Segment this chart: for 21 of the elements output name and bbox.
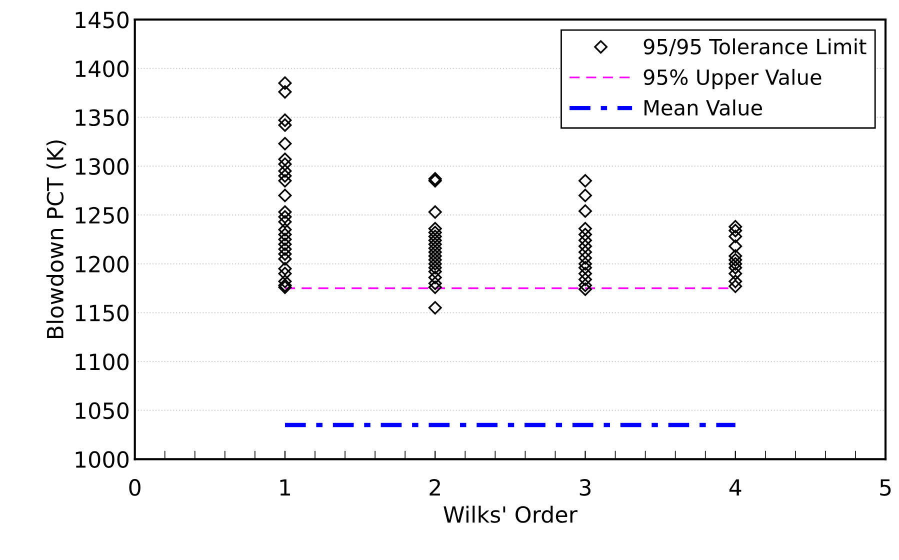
y-tick-label: 1200 [76,256,129,273]
y-tick-label: 1050 [76,402,129,420]
y-tick-label: 1150 [76,304,129,322]
x-tick-label: 0 [129,479,140,496]
y-tick-label: 1300 [76,158,129,175]
y-tick-label: 1350 [76,109,129,126]
y-tick-label: 1000 [76,451,129,468]
legend-label: 95% Upper Value [644,68,822,90]
y-tick-label: 1250 [76,206,129,224]
y-tick-label: 1400 [76,60,129,78]
y-tick-label: 1100 [76,353,129,370]
x-tick-label: 3 [580,479,591,496]
x-tick-label: 5 [880,479,891,496]
legend-label: Mean Value [644,100,762,116]
x-tick-label: 4 [729,479,742,496]
x-tick-label: 1 [280,479,290,496]
y-axis-title: Blowdown PCT (K) [46,140,66,338]
x-axis-title: Wilks' Order [444,506,578,523]
legend-label: 95/95 Tolerance Limit [644,38,866,56]
y-tick-label: 1450 [76,12,129,28]
x-tick-label: 2 [430,479,440,496]
